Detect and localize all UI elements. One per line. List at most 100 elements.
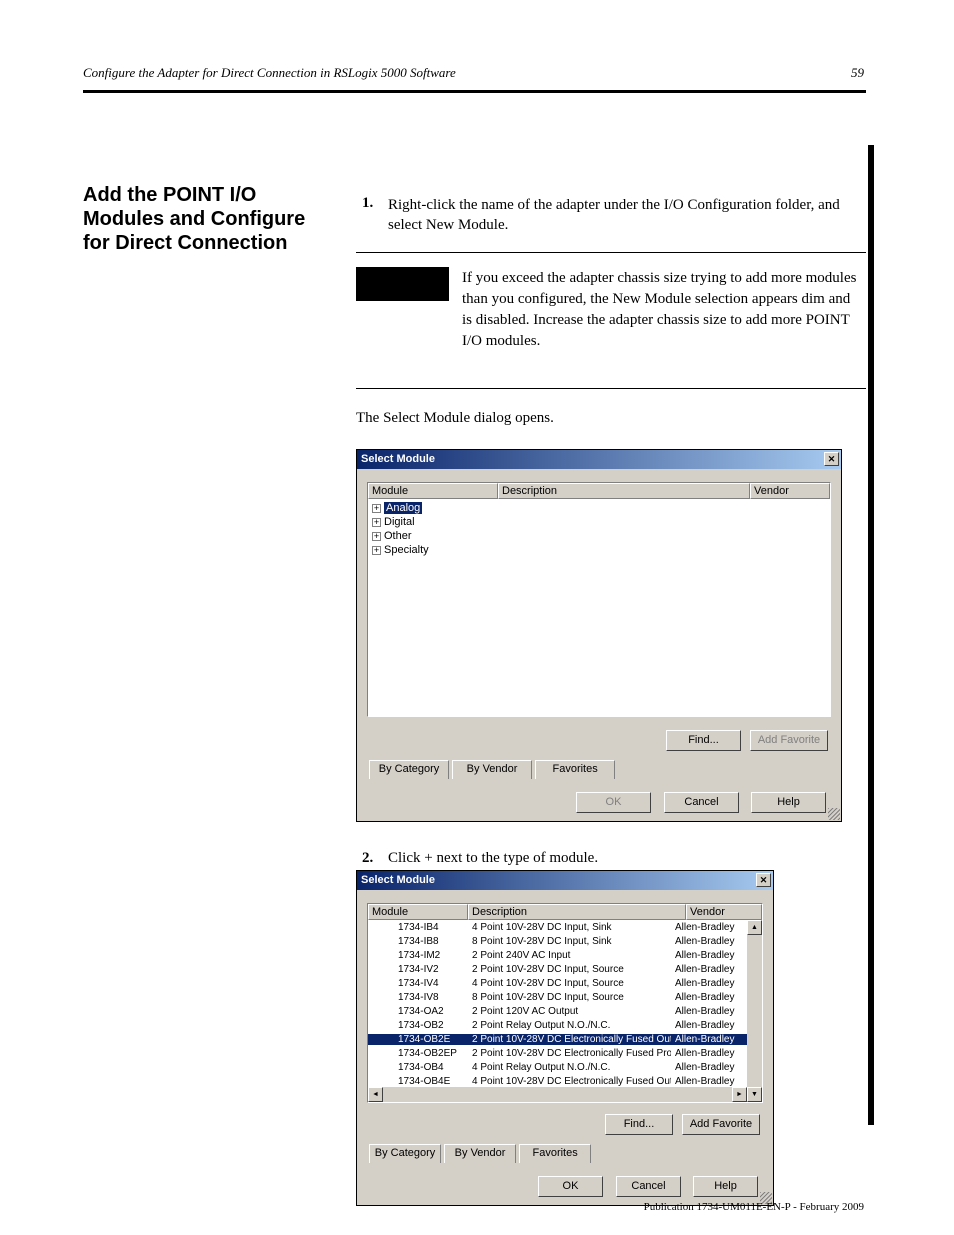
module-row[interactable]: 1734-OB44 Point Relay Output N.O./N.C.Al… [368, 1060, 747, 1074]
vertical-scrollbar[interactable]: ▲ ▼ [747, 920, 762, 1102]
step-1-text: Right-click the name of the adapter unde… [388, 195, 858, 236]
cancel-button[interactable]: Cancel [664, 792, 739, 813]
dialog-titlebar: Select Module ✕ [357, 871, 773, 890]
tab-favorites[interactable]: Favorites [535, 760, 615, 779]
module-row[interactable]: 1734-OB4E4 Point 10V-28V DC Electronical… [368, 1074, 747, 1087]
module-vendor: Allen-Bradley [671, 978, 747, 989]
close-button[interactable]: ✕ [756, 873, 771, 887]
module-desc: 2 Point 10V-28V DC Electronically Fused … [468, 1048, 671, 1059]
module-row[interactable]: 1734-IV22 Point 10V-28V DC Input, Source… [368, 962, 747, 976]
module-row[interactable]: 1734-OB22 Point Relay Output N.O./N.C.Al… [368, 1018, 747, 1032]
col-vendor[interactable]: Vendor [686, 904, 762, 920]
scroll-left-icon[interactable]: ◄ [368, 1087, 383, 1102]
module-row[interactable]: 1734-IB88 Point 10V-28V DC Input, SinkAl… [368, 934, 747, 948]
important-badge [356, 267, 449, 301]
scroll-up-icon[interactable]: ▲ [747, 920, 762, 935]
scroll-right-icon[interactable]: ► [732, 1087, 747, 1102]
tab-by-category[interactable]: By Category [369, 1144, 441, 1163]
module-id: 1734-OB4E [368, 1076, 468, 1087]
header-rule [83, 90, 866, 93]
module-row[interactable]: 1734-IV88 Point 10V-28V DC Input, Source… [368, 990, 747, 1004]
select-module-dialog-2: Select Module ✕ Module Description Vendo… [356, 870, 774, 1206]
module-vendor: Allen-Bradley [671, 950, 747, 961]
module-row[interactable]: 1734-OB2E2 Point 10V-28V DC Electronical… [368, 1032, 747, 1046]
tree-item[interactable]: +Digital [368, 515, 830, 529]
tab-by-vendor[interactable]: By Vendor [444, 1144, 516, 1163]
module-id: 1734-IM2 [368, 950, 468, 961]
help-button[interactable]: Help [751, 792, 826, 813]
dialog-title: Select Module [361, 453, 435, 465]
module-desc: 4 Point 10V-28V DC Electronically Fused … [468, 1076, 671, 1087]
col-module[interactable]: Module [368, 904, 468, 920]
tree-item[interactable]: +Specialty [368, 543, 830, 557]
tab-by-vendor[interactable]: By Vendor [452, 760, 532, 779]
col-description[interactable]: Description [468, 904, 686, 920]
cancel-button[interactable]: Cancel [616, 1176, 681, 1197]
col-description[interactable]: Description [498, 483, 750, 499]
module-row[interactable]: 1734-OB2EP2 Point 10V-28V DC Electronica… [368, 1046, 747, 1060]
module-vendor: Allen-Bradley [671, 1076, 747, 1087]
close-button[interactable]: ✕ [824, 452, 839, 466]
col-vendor[interactable]: Vendor [750, 483, 830, 499]
tree-item-label: Analog [384, 502, 422, 514]
tree-item[interactable]: +Other [368, 529, 830, 543]
step-2-number: 2. [362, 850, 373, 867]
tab-by-category[interactable]: By Category [369, 760, 449, 779]
ok-button: OK [576, 792, 651, 813]
dialog-titlebar: Select Module ✕ [357, 450, 841, 469]
add-favorite-button[interactable]: Add Favorite [682, 1114, 760, 1135]
expand-icon[interactable]: + [372, 518, 381, 527]
tree-item[interactable]: +Analog [368, 501, 830, 515]
module-desc: 2 Point Relay Output N.O./N.C. [468, 1020, 671, 1031]
ok-button[interactable]: OK [538, 1176, 603, 1197]
scroll-down-icon[interactable]: ▼ [747, 1087, 762, 1102]
module-desc: 4 Point 10V-28V DC Input, Source [468, 978, 671, 989]
module-id: 1734-IB4 [368, 922, 468, 933]
module-desc: 2 Point 10V-28V DC Electronically Fused … [468, 1034, 671, 1045]
module-row[interactable]: 1734-IV44 Point 10V-28V DC Input, Source… [368, 976, 747, 990]
find-button[interactable]: Find... [666, 730, 741, 751]
rule-below-important [356, 388, 866, 389]
find-button[interactable]: Find... [605, 1114, 673, 1135]
module-id: 1734-OB4 [368, 1062, 468, 1073]
dialog-title: Select Module [361, 874, 435, 886]
resize-grip[interactable] [828, 808, 840, 820]
module-id: 1734-OB2 [368, 1020, 468, 1031]
tab-favorites[interactable]: Favorites [519, 1144, 591, 1163]
module-desc: 2 Point 10V-28V DC Input, Source [468, 964, 671, 975]
help-button[interactable]: Help [693, 1176, 758, 1197]
module-vendor: Allen-Bradley [671, 1034, 747, 1045]
expand-icon[interactable]: + [372, 504, 381, 513]
tree-item-label: Other [384, 530, 412, 542]
module-vendor: Allen-Bradley [671, 1062, 747, 1073]
col-module[interactable]: Module [368, 483, 498, 499]
page-header-left: Configure the Adapter for Direct Connect… [83, 65, 456, 81]
module-vendor: Allen-Bradley [671, 936, 747, 947]
module-listbox[interactable]: Module Description Vendor +Analog+Digita… [367, 482, 831, 717]
step-1-number: 1. [362, 195, 373, 212]
column-header-row: Module Description Vendor [368, 483, 830, 499]
module-desc: 8 Point 10V-28V DC Input, Source [468, 992, 671, 1003]
column-header-row: Module Description Vendor [368, 904, 762, 920]
important-text: If you exceed the adapter chassis size t… [462, 268, 862, 352]
rule-above-important [356, 252, 866, 253]
module-desc: 8 Point 10V-28V DC Input, Sink [468, 936, 671, 947]
add-favorite-button: Add Favorite [750, 730, 828, 751]
expand-icon[interactable]: + [372, 532, 381, 541]
module-desc: 2 Point 120V AC Output [468, 1006, 671, 1017]
module-id: 1734-IV4 [368, 978, 468, 989]
module-vendor: Allen-Bradley [671, 1048, 747, 1059]
module-vendor: Allen-Bradley [671, 992, 747, 1003]
step-2-text: Click + next to the type of module. [388, 850, 858, 867]
module-id: 1734-OA2 [368, 1006, 468, 1017]
module-listbox[interactable]: Module Description Vendor ▲ ▼ 1734-IB44 … [367, 903, 763, 1103]
module-vendor: Allen-Bradley [671, 964, 747, 975]
module-vendor: Allen-Bradley [671, 922, 747, 933]
followup-text: The Select Module dialog opens. [356, 408, 866, 429]
module-row[interactable]: 1734-IM22 Point 240V AC InputAllen-Bradl… [368, 948, 747, 962]
module-vendor: Allen-Bradley [671, 1020, 747, 1031]
module-desc: 2 Point 240V AC Input [468, 950, 671, 961]
module-row[interactable]: 1734-IB44 Point 10V-28V DC Input, SinkAl… [368, 920, 747, 934]
module-row[interactable]: 1734-OA22 Point 120V AC OutputAllen-Brad… [368, 1004, 747, 1018]
expand-icon[interactable]: + [372, 546, 381, 555]
